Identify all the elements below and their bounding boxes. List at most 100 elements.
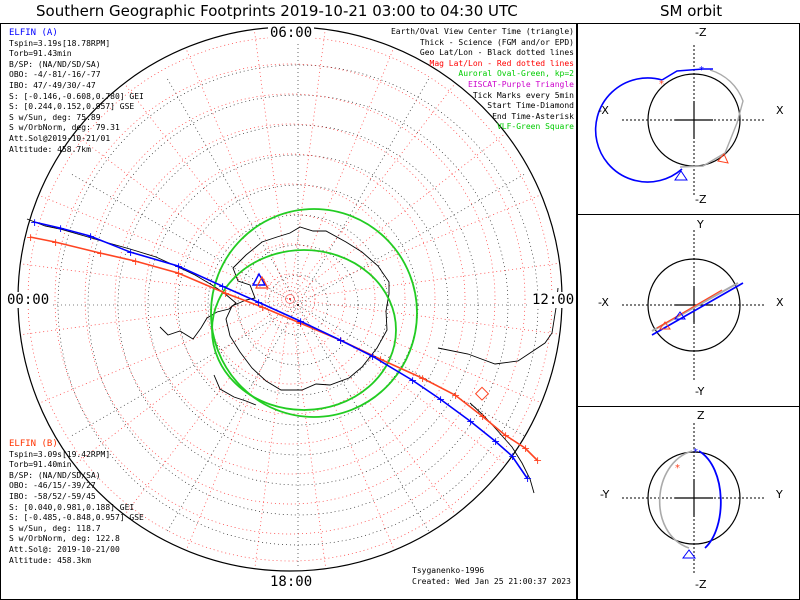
track-tick-mark: + xyxy=(296,315,305,328)
track-tick-mark: + xyxy=(56,222,65,235)
map-legend: Earth/Oval View Center Time (triangle) T… xyxy=(391,27,574,133)
elfin-a-line: S: [0.244,0.152,0.957] GSE xyxy=(9,102,135,112)
nz-coastline xyxy=(469,402,535,494)
sm-orbit-title: SM orbit xyxy=(660,2,723,20)
track-tick-mark: + xyxy=(336,334,345,347)
track-tick-mark: + xyxy=(436,393,445,406)
geo-meridian xyxy=(297,304,430,533)
elfin-a-line: S w/Sun, deg: 75.89 xyxy=(9,112,101,122)
track-tick-mark: + xyxy=(451,389,460,402)
sm1-top-label: -Z xyxy=(695,26,707,39)
track-tick-mark: + xyxy=(218,280,227,293)
elfin-b-line: Altitude: 458.3km xyxy=(9,555,91,565)
sm1-left-label: -X xyxy=(598,104,609,117)
sm2-right-label: X xyxy=(776,296,784,309)
elfin-a-info: ELFIN (A) Tspin=3.19s[18.78RPM] Torb=91.… xyxy=(9,28,144,155)
mag-meridian xyxy=(40,195,291,300)
svg-text:*: * xyxy=(693,447,698,458)
sm3-top-label: Z xyxy=(697,409,705,422)
track-tick-mark: + xyxy=(523,472,532,485)
sm3-bottom-label: -Z xyxy=(695,578,707,591)
elfin-b-line: Torb=91.40min xyxy=(9,460,72,470)
geo-meridian xyxy=(70,304,299,437)
australia-coastline xyxy=(437,287,559,365)
legend-item: End Time-Asterisk xyxy=(492,111,574,121)
elfin-b-line: Tspin=3.09s[19.42RPM] xyxy=(9,449,111,459)
antarctica-coastline xyxy=(225,226,390,391)
track-tick-mark: + xyxy=(131,255,140,268)
created-timestamp: Created: Wed Jan 25 21:00:37 2023 xyxy=(412,577,571,586)
elfin-b-line: S: [-0.485,-0.848,0.957] GSE xyxy=(9,513,144,523)
elfin-a-view-center-triangle xyxy=(251,272,267,286)
track-tick-mark: + xyxy=(126,246,135,259)
sm3-right-label: Y xyxy=(776,488,783,501)
mag-meridian xyxy=(289,298,505,464)
svg-text:*: * xyxy=(699,65,704,76)
clock-label-left: 00:00 xyxy=(5,292,52,308)
elfin-b-line: OBO: -46/15/-39/27 xyxy=(9,481,96,491)
mag-lat-circle xyxy=(144,153,436,445)
track-tick-mark: + xyxy=(51,236,60,249)
mag-meridian xyxy=(186,298,291,549)
sm2-bottom-label: -Y xyxy=(695,385,705,398)
sm2-top-label: Y xyxy=(697,218,704,231)
sm1-right-label: X xyxy=(776,104,784,117)
geo-lat-circle xyxy=(87,94,509,516)
clock-label-top: 06:00 xyxy=(268,25,315,41)
legend-item: Geo Lat/Lon - Black dotted lines xyxy=(419,48,574,58)
geo-lat-circle xyxy=(147,154,449,456)
track-tick-mark: + xyxy=(174,260,183,273)
elfin-b-track: + +++++++++++++++ xyxy=(26,231,542,467)
mag-lat-circle xyxy=(84,93,496,505)
geo-lat-circle xyxy=(207,214,389,396)
mag-meridian xyxy=(289,298,326,567)
geo-meridian xyxy=(297,173,526,306)
geo-meridian xyxy=(166,304,299,533)
track-tick-mark: + xyxy=(466,415,475,428)
legend-item: Auroral Oval-Green, kp=2 xyxy=(458,69,574,79)
elfin-b-line: Att.Sol@: 2019-10-21/00 xyxy=(9,544,120,554)
auroral-oval xyxy=(210,208,418,418)
legend-item: Tick Marks every 5min xyxy=(472,90,574,100)
start-diamond xyxy=(474,386,490,401)
track-tick-mark: + xyxy=(408,374,417,387)
mag-meridian xyxy=(289,263,558,300)
mag-meridian xyxy=(22,263,291,300)
elfin-a-line: Tspin=3.19s[18.78RPM] xyxy=(9,38,111,48)
elfin-b-line: S w/OrbNorm, deg: 122.8 xyxy=(9,534,120,544)
geo-meridian xyxy=(297,304,526,437)
mag-meridian xyxy=(22,298,291,335)
elfin-a-line: B/SP: (NA/ND/SD/SA) xyxy=(9,59,101,69)
track-tick-mark: + xyxy=(26,231,35,244)
model-credit: Tsyganenko-1996 xyxy=(412,566,485,575)
track-tick-mark: + xyxy=(478,410,487,423)
sm-panel-yz: * * xyxy=(622,423,766,574)
mag-meridian xyxy=(254,298,291,567)
mag-lat-circle xyxy=(234,243,346,355)
sm1-bottom-label: -Z xyxy=(695,193,707,206)
mag-meridian xyxy=(254,31,291,300)
legend-item: Earth/Oval View Center Time (triangle) xyxy=(390,27,574,36)
mag-lat-circle xyxy=(54,63,526,535)
mag-meridian xyxy=(289,134,505,300)
map-title: Southern Geographic Footprints 2019-10-2… xyxy=(36,2,518,20)
legend-item: EISCAT-Purple Triangle xyxy=(468,79,574,89)
svg-text:*: * xyxy=(675,463,680,474)
mag-meridian xyxy=(289,49,394,300)
mag-meridian xyxy=(289,298,558,335)
mag-meridian xyxy=(289,298,540,403)
sm-panel-xz: * * xyxy=(594,45,766,195)
mag-lat-circle xyxy=(264,273,316,325)
track-tick-mark: + xyxy=(501,429,510,442)
elfin-b-view-center-triangle xyxy=(254,275,270,289)
mag-meridian xyxy=(289,31,326,300)
legend-item: Start Time-Diamond xyxy=(487,101,574,111)
track-tick-mark: + xyxy=(221,287,230,300)
legend-item: VLF-Green Square xyxy=(496,122,574,132)
track-tick-mark: + xyxy=(508,450,517,463)
elfin-b-info: ELFIN (B) Tspin=3.09s[19.42RPM] Torb=91.… xyxy=(9,439,144,566)
mag-meridian xyxy=(75,298,291,464)
elfin-b-line: IBO: -58/52/-59/45 xyxy=(9,491,96,501)
elfin-a-line: S: [-0.146,-0.608,0.780] GEI xyxy=(9,91,144,101)
elfin-b-line: S: [0.040,0.981,0.188] GEI xyxy=(9,502,135,512)
